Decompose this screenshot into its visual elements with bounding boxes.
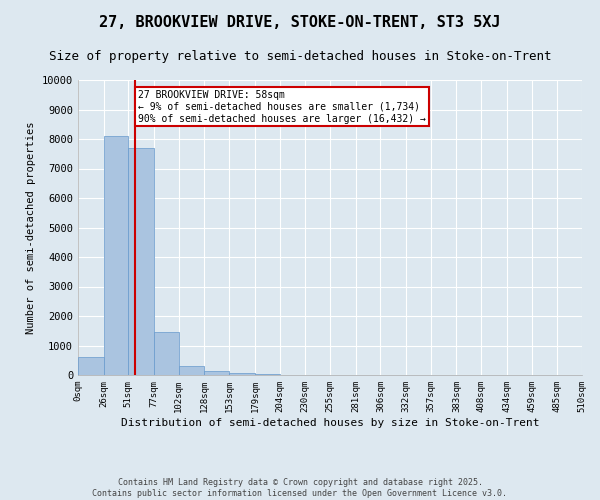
Bar xyxy=(128,148,154,375)
Bar xyxy=(229,372,255,375)
Bar xyxy=(179,366,205,375)
X-axis label: Distribution of semi-detached houses by size in Stoke-on-Trent: Distribution of semi-detached houses by … xyxy=(121,418,539,428)
Bar xyxy=(154,332,179,375)
Y-axis label: Number of semi-detached properties: Number of semi-detached properties xyxy=(26,121,37,334)
Bar xyxy=(78,358,104,375)
Text: Size of property relative to semi-detached houses in Stoke-on-Trent: Size of property relative to semi-detach… xyxy=(49,50,551,63)
Text: Contains HM Land Registry data © Crown copyright and database right 2025.
Contai: Contains HM Land Registry data © Crown c… xyxy=(92,478,508,498)
Bar xyxy=(205,371,229,375)
Bar xyxy=(104,136,128,375)
Text: 27, BROOKVIEW DRIVE, STOKE-ON-TRENT, ST3 5XJ: 27, BROOKVIEW DRIVE, STOKE-ON-TRENT, ST3… xyxy=(99,15,501,30)
Text: 27 BROOKVIEW DRIVE: 58sqm
← 9% of semi-detached houses are smaller (1,734)
90% o: 27 BROOKVIEW DRIVE: 58sqm ← 9% of semi-d… xyxy=(138,90,426,124)
Bar xyxy=(255,374,280,375)
